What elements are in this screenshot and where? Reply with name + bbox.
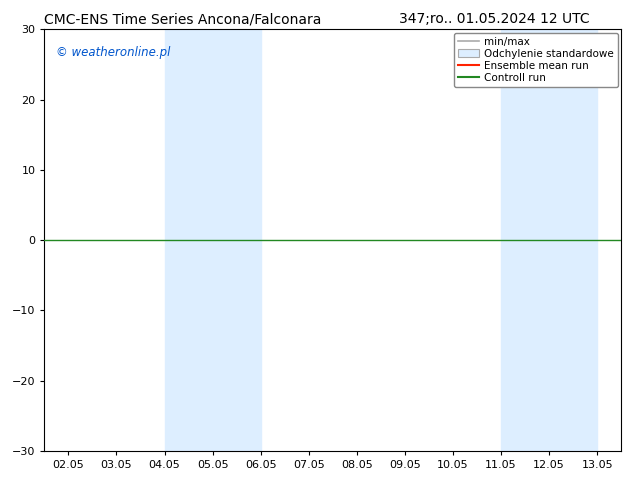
Text: © weatheronline.pl: © weatheronline.pl [56, 46, 171, 59]
Legend: min/max, Odchylenie standardowe, Ensemble mean run, Controll run: min/max, Odchylenie standardowe, Ensembl… [454, 32, 618, 87]
Text: 347;ro.. 01.05.2024 12 UTC: 347;ro.. 01.05.2024 12 UTC [399, 12, 590, 26]
Text: CMC-ENS Time Series Ancona/Falconara: CMC-ENS Time Series Ancona/Falconara [44, 12, 321, 26]
Bar [165, 29, 261, 451]
Bar [501, 29, 597, 451]
